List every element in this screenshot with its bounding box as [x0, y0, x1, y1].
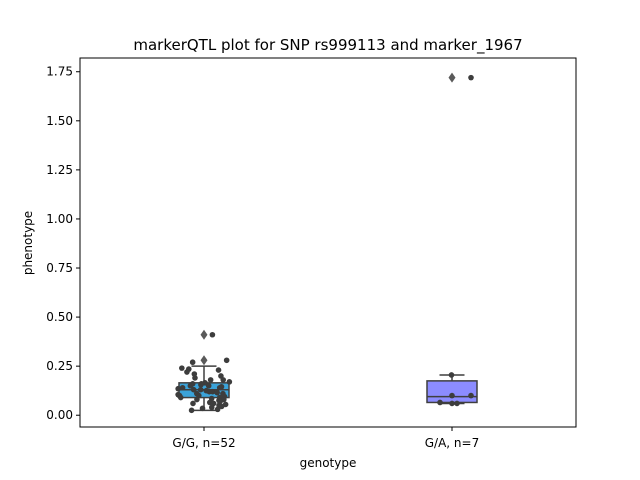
y-tick-label: 0.50	[46, 310, 73, 324]
data-point	[449, 392, 455, 399]
data-point	[194, 396, 200, 403]
points-ga	[437, 74, 474, 407]
y-tick-label: 0.75	[46, 261, 73, 275]
data-point	[190, 386, 197, 393]
data-point	[187, 382, 194, 389]
plot-area	[175, 72, 478, 414]
plot-frame	[79, 57, 577, 428]
x-axis-label: genotype	[300, 456, 357, 470]
data-point	[188, 407, 195, 414]
data-point	[220, 377, 227, 383]
data-point	[214, 406, 221, 413]
data-point	[209, 331, 216, 338]
y-axis-label: phenotype	[21, 211, 35, 275]
outlier-marker	[200, 355, 208, 366]
y-tick-label: 0.25	[46, 359, 73, 373]
x-axis: G/G, n=52 G/A, n=7	[172, 427, 479, 450]
data-point	[179, 365, 185, 371]
data-point	[190, 400, 196, 407]
data-point	[214, 389, 220, 396]
data-point	[454, 400, 460, 407]
data-point	[208, 404, 215, 411]
y-axis: 0.00 0.25 0.50 0.75 1.00 1.25 1.50 1.75	[46, 65, 80, 422]
y-tick-label: 1.25	[46, 163, 73, 177]
x-tick-label: G/G, n=52	[172, 436, 235, 450]
iqr-box	[426, 380, 478, 404]
y-tick-label: 1.00	[46, 212, 73, 226]
data-point	[448, 372, 455, 378]
data-point	[468, 392, 474, 399]
data-point	[449, 400, 455, 407]
y-tick-label: 1.75	[46, 65, 73, 79]
data-point	[184, 369, 190, 375]
outlier-marker	[200, 329, 208, 340]
data-point	[189, 359, 196, 366]
box-ga	[426, 72, 478, 405]
data-point	[216, 384, 223, 391]
data-point	[177, 394, 184, 401]
data-point	[223, 357, 230, 364]
outlier-marker	[448, 72, 456, 83]
data-point	[205, 382, 212, 389]
data-point	[179, 384, 186, 391]
data-point	[218, 403, 225, 410]
x-tick-label: G/A, n=7	[425, 436, 479, 450]
data-point	[209, 388, 216, 395]
data-point	[207, 377, 214, 383]
data-point	[198, 382, 204, 388]
data-point	[175, 385, 181, 392]
data-point	[468, 74, 474, 81]
data-point	[197, 386, 204, 393]
y-tick-label: 1.50	[46, 114, 73, 128]
points-gg	[175, 331, 233, 414]
data-point	[192, 375, 198, 381]
data-point	[199, 405, 206, 412]
data-point	[437, 399, 443, 406]
data-point	[226, 379, 233, 385]
y-tick-label: 0.00	[46, 408, 73, 422]
chart-title: markerQTL plot for SNP rs999113 and mark…	[133, 36, 522, 55]
data-point	[215, 367, 222, 373]
